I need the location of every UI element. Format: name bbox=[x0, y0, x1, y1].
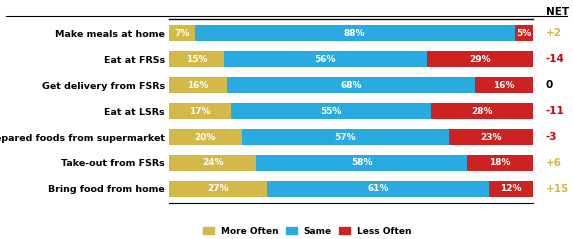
Bar bbox=[256, 155, 468, 171]
Text: 29%: 29% bbox=[469, 55, 491, 64]
Bar bbox=[227, 77, 474, 93]
Text: +2: +2 bbox=[545, 28, 562, 38]
Text: 20%: 20% bbox=[195, 133, 216, 141]
Bar bbox=[169, 129, 242, 145]
Bar bbox=[468, 155, 533, 171]
Bar bbox=[169, 103, 231, 119]
Bar bbox=[169, 155, 256, 171]
Text: 28%: 28% bbox=[471, 107, 493, 116]
Bar bbox=[242, 129, 449, 145]
Text: 27%: 27% bbox=[207, 185, 229, 193]
Text: 0: 0 bbox=[545, 80, 553, 90]
Bar bbox=[223, 51, 427, 67]
Text: 16%: 16% bbox=[493, 81, 515, 90]
Text: 58%: 58% bbox=[351, 158, 372, 168]
Text: 12%: 12% bbox=[500, 185, 522, 193]
Bar bbox=[489, 181, 533, 197]
Text: 16%: 16% bbox=[187, 81, 209, 90]
Bar bbox=[194, 25, 515, 41]
Text: 23%: 23% bbox=[480, 133, 502, 141]
Text: 61%: 61% bbox=[367, 185, 389, 193]
Legend: More Often, Same, Less Often: More Often, Same, Less Often bbox=[199, 223, 415, 239]
Text: 55%: 55% bbox=[320, 107, 342, 116]
Text: +6: +6 bbox=[545, 158, 562, 168]
Text: -14: -14 bbox=[545, 54, 564, 64]
Text: 57%: 57% bbox=[335, 133, 356, 141]
Bar bbox=[231, 103, 431, 119]
Text: 17%: 17% bbox=[189, 107, 211, 116]
Text: 56%: 56% bbox=[315, 55, 336, 64]
Text: 88%: 88% bbox=[344, 29, 366, 38]
Text: 24%: 24% bbox=[202, 158, 223, 168]
Bar bbox=[449, 129, 533, 145]
Bar bbox=[427, 51, 533, 67]
Bar bbox=[515, 25, 533, 41]
Text: NET: NET bbox=[545, 7, 569, 17]
Text: -11: -11 bbox=[545, 106, 564, 116]
Bar bbox=[431, 103, 533, 119]
Bar bbox=[267, 181, 489, 197]
Text: 15%: 15% bbox=[186, 55, 207, 64]
Text: 5%: 5% bbox=[516, 29, 531, 38]
Text: -3: -3 bbox=[545, 132, 557, 142]
Bar bbox=[474, 77, 533, 93]
Bar bbox=[169, 25, 194, 41]
Text: 18%: 18% bbox=[489, 158, 511, 168]
Text: 68%: 68% bbox=[340, 81, 362, 90]
Text: 7%: 7% bbox=[174, 29, 190, 38]
Bar bbox=[169, 51, 223, 67]
Bar bbox=[169, 77, 227, 93]
Text: +15: +15 bbox=[545, 184, 569, 194]
Bar bbox=[169, 181, 267, 197]
